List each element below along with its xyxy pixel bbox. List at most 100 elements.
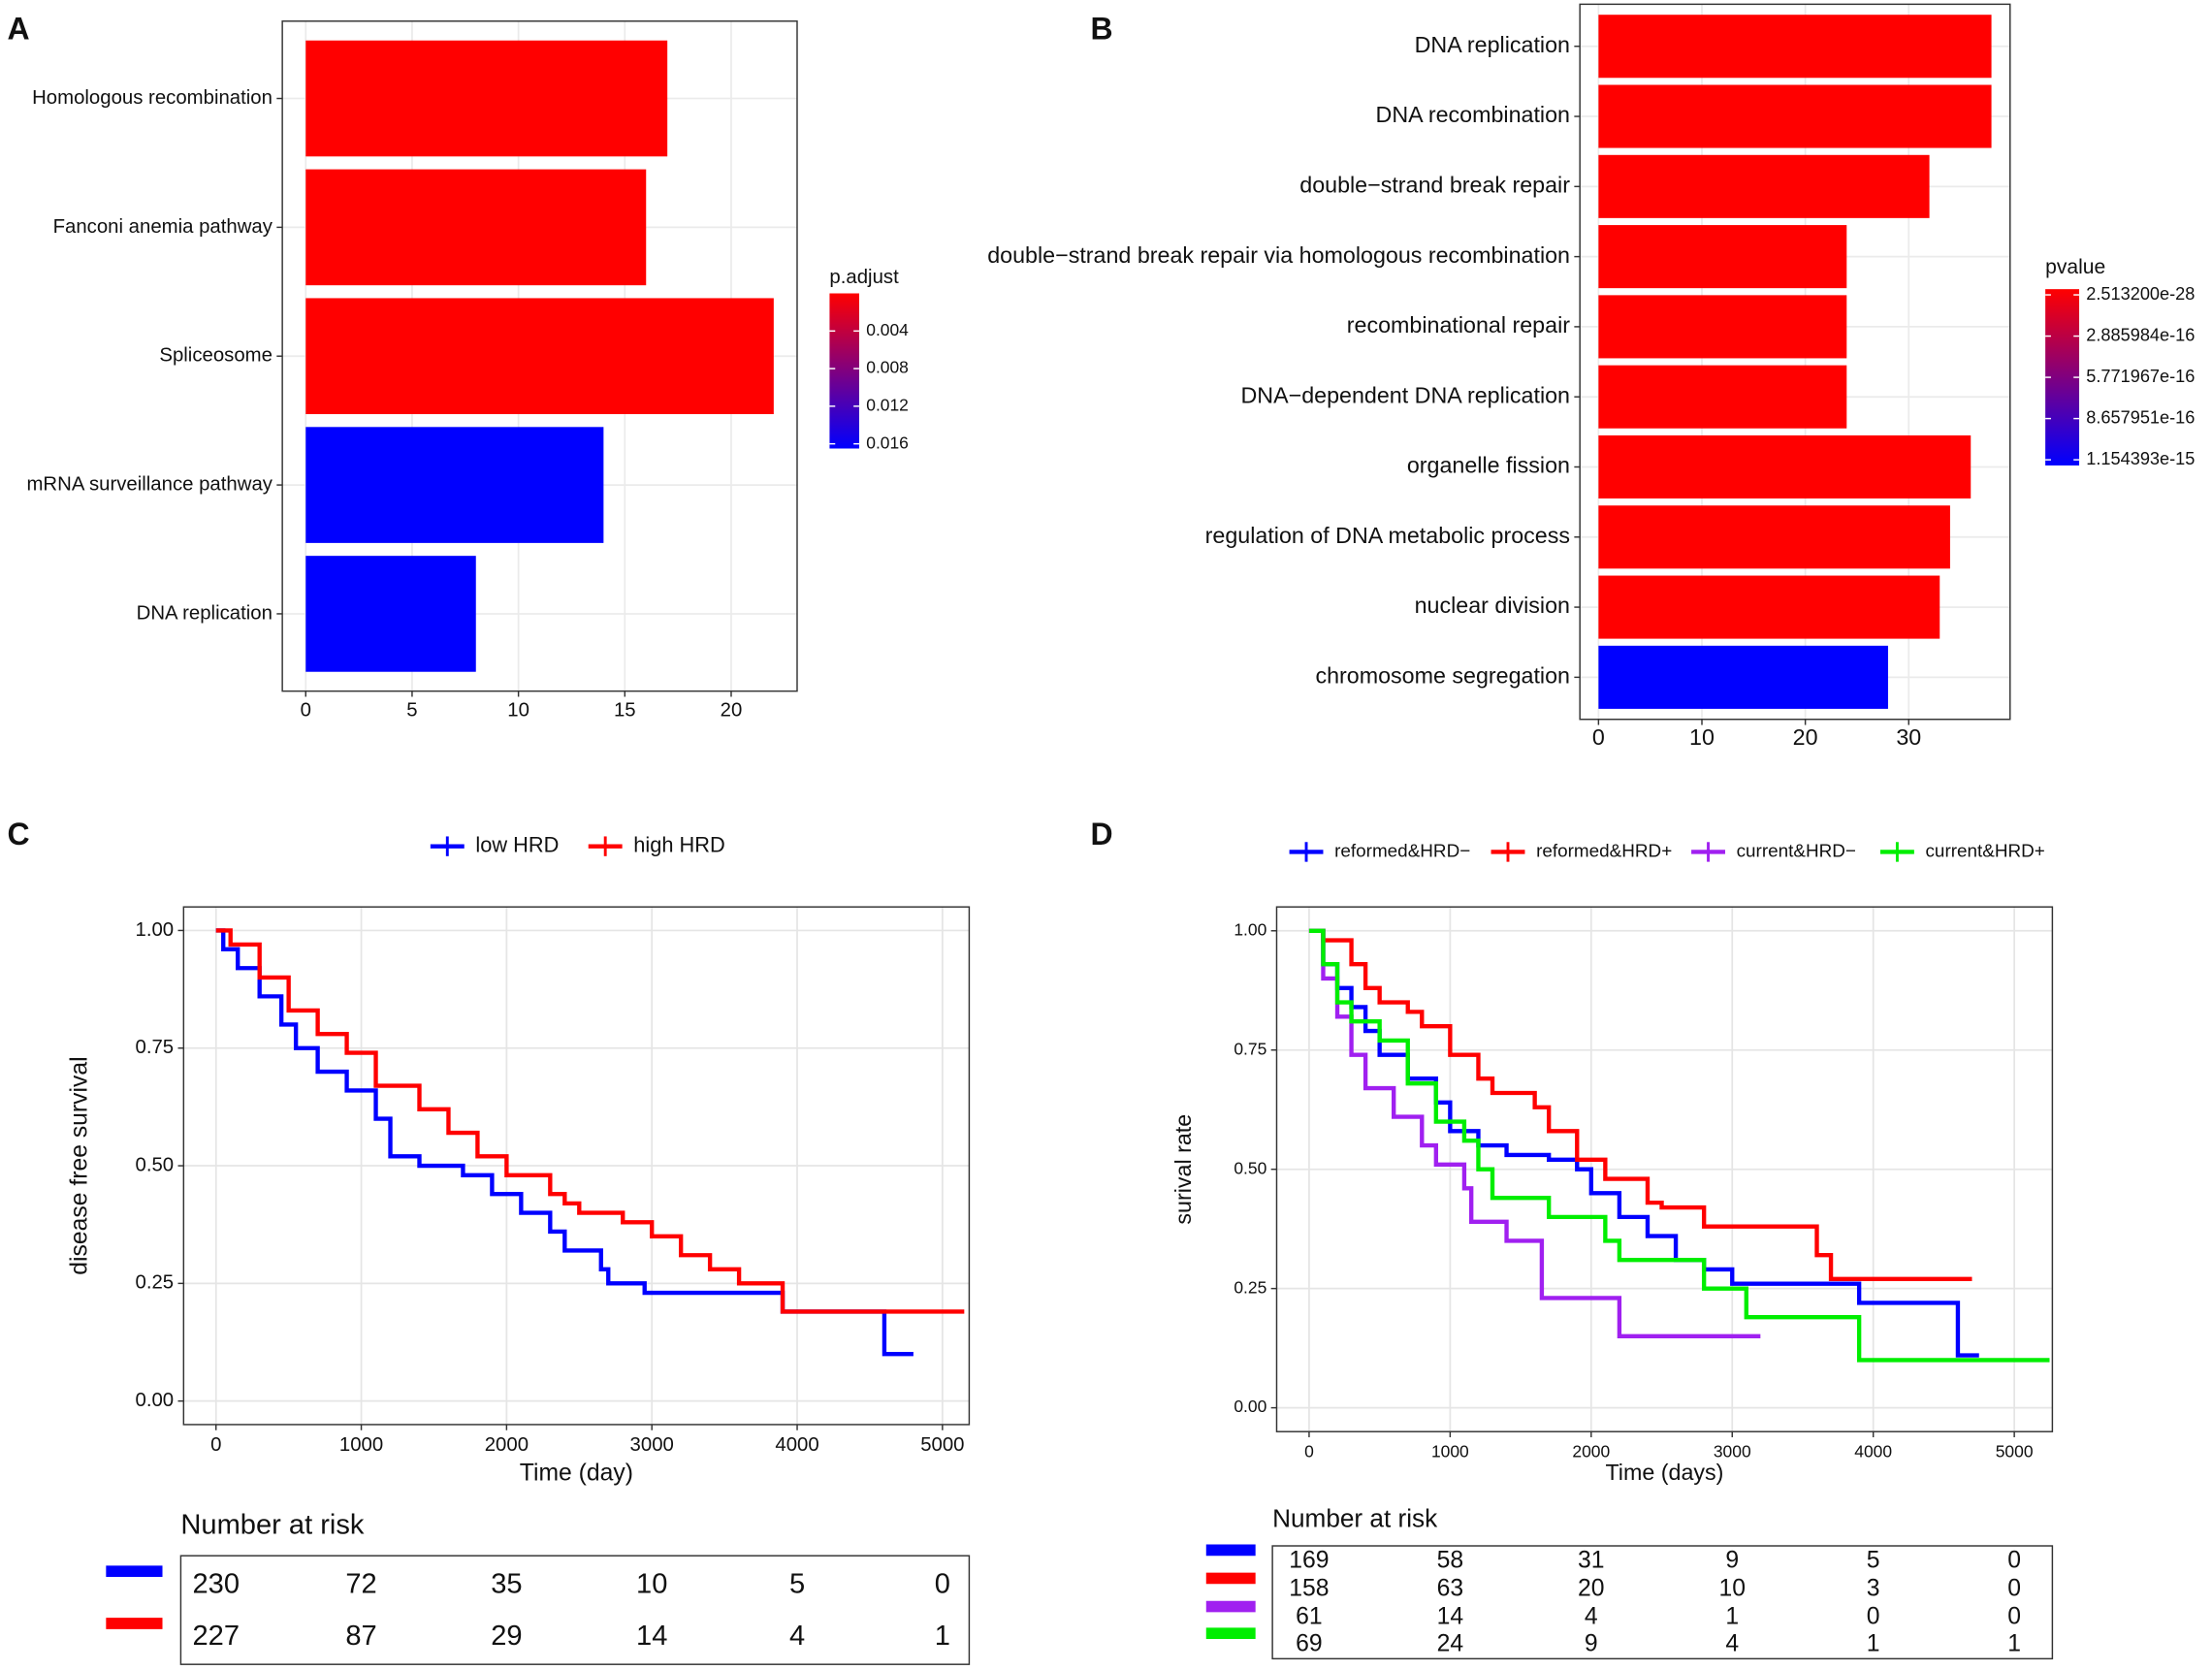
x-tick-label: 20 (721, 699, 743, 721)
bar (1598, 225, 1847, 289)
legend-label: low HRD (475, 832, 559, 856)
colorbar-tick-label: 2.885984e-16 (2086, 325, 2195, 344)
risk-count: 4 (1725, 1630, 1739, 1656)
risk-count: 63 (1437, 1576, 1463, 1602)
survival-curve (1308, 928, 1761, 1339)
x-tick-label: 1000 (339, 1434, 383, 1456)
y-tick-label: 1.00 (136, 919, 175, 941)
risk-count: 169 (1289, 1548, 1329, 1574)
y-tick-label: 0.25 (136, 1272, 175, 1294)
x-tick-label: 5000 (1996, 1442, 2034, 1461)
risk-table-box (179, 1555, 971, 1665)
risk-count: 0 (1867, 1604, 1880, 1630)
risk-count: 61 (1296, 1604, 1323, 1630)
risk-count: 58 (1437, 1548, 1463, 1574)
x-tick-label: 1000 (1431, 1442, 1469, 1461)
bar (1598, 434, 1972, 499)
x-tick-label: 3000 (1714, 1442, 1751, 1461)
y-tick-label: chromosome segregation (1315, 663, 1570, 689)
risk-count: 87 (345, 1621, 376, 1652)
risk-table-title: Number at risk (1272, 1504, 1438, 1533)
risk-count: 24 (1437, 1630, 1464, 1656)
bar (1598, 15, 1992, 79)
risk-count: 1 (1725, 1604, 1739, 1630)
survival-curve (1308, 928, 2050, 1363)
risk-count: 0 (2007, 1548, 2021, 1574)
risk-count: 3 (1867, 1576, 1880, 1602)
x-tick-label: 4000 (775, 1434, 818, 1456)
y-tick-label: Homologous recombination (32, 87, 272, 109)
y-tick-label: 0.50 (136, 1154, 175, 1175)
bar (305, 169, 647, 286)
y-tick-label: 0.50 (1234, 1158, 1266, 1177)
y-tick-label: organelle fission (1407, 453, 1570, 478)
risk-count: 5 (789, 1568, 805, 1599)
colorbar-tick-label: 5.771967e-16 (2086, 367, 2195, 386)
y-tick-label: DNA replication (1415, 32, 1570, 57)
x-tick-label: 4000 (1854, 1442, 1892, 1461)
risk-count: 4 (1585, 1604, 1598, 1630)
bar (1598, 645, 1888, 709)
y-tick-label: 0.00 (136, 1390, 175, 1411)
x-tick-label: 0 (1304, 1442, 1314, 1461)
x-tick-label: 10 (507, 699, 529, 721)
bar (1598, 575, 1940, 639)
y-tick-label: 0.25 (1234, 1277, 1266, 1297)
panel-label: D (1091, 817, 1113, 851)
x-tick-label: 10 (1689, 724, 1715, 750)
risk-count: 1 (1867, 1630, 1880, 1656)
x-tick-label: 5 (406, 699, 417, 721)
risk-count: 4 (789, 1621, 805, 1652)
risk-count: 20 (1578, 1576, 1604, 1602)
risk-count: 230 (192, 1568, 240, 1599)
risk-table-box (1271, 1545, 2054, 1660)
x-tick-label: 2000 (1572, 1442, 1610, 1461)
risk-count: 0 (2007, 1604, 2021, 1630)
survival-curve (215, 928, 965, 1314)
legend-label: current&HRD+ (1926, 841, 2045, 861)
risk-count: 10 (1719, 1576, 1747, 1602)
bar (305, 556, 476, 672)
risk-count: 35 (491, 1568, 522, 1599)
y-tick-label: nuclear division (1415, 593, 1570, 618)
bar (1598, 365, 1847, 429)
plot-border (1579, 3, 2011, 721)
x-tick-label: 0 (1592, 724, 1605, 750)
x-tick-label: 5000 (920, 1434, 964, 1456)
risk-count: 9 (1725, 1548, 1739, 1574)
survival-curve (1308, 928, 1972, 1281)
plot-border (281, 20, 798, 692)
legend-label: reformed&HRD− (1334, 841, 1470, 861)
risk-count: 158 (1289, 1576, 1329, 1602)
colorbar-tick-label: 0.012 (866, 395, 909, 414)
y-tick-label: mRNA surveillance pathway (26, 473, 272, 495)
y-tick-label: recombinational repair (1347, 312, 1570, 337)
colorbar-tick-label: 2.513200e-28 (2086, 284, 2195, 304)
bar (1598, 84, 1992, 148)
risk-count: 0 (2007, 1576, 2021, 1602)
risk-count: 1 (2007, 1630, 2021, 1656)
bar (1598, 154, 1930, 218)
legend-label: current&HRD− (1737, 841, 1856, 861)
risk-count: 227 (192, 1621, 240, 1652)
panel-label: B (1091, 11, 1113, 46)
risk-count: 29 (491, 1621, 522, 1652)
bar (305, 427, 604, 543)
colorbar (829, 293, 859, 449)
x-axis-label: Time (days) (1605, 1460, 1723, 1485)
survival-curve (215, 928, 914, 1357)
colorbar-tick-label: 0.004 (866, 320, 909, 339)
colorbar-tick-label: 0.008 (866, 358, 909, 377)
y-tick-label: DNA−dependent DNA replication (1240, 382, 1570, 407)
colorbar-title: pvalue (2045, 256, 2105, 278)
panel-label: C (8, 817, 30, 851)
risk-count: 5 (1867, 1548, 1880, 1574)
risk-count: 0 (935, 1568, 950, 1599)
risk-count: 72 (345, 1568, 376, 1599)
x-tick-label: 15 (614, 699, 636, 721)
legend-label: reformed&HRD+ (1536, 841, 1672, 861)
y-tick-label: regulation of DNA metabolic process (1205, 523, 1570, 548)
y-tick-label: Fanconi anemia pathway (53, 216, 273, 238)
colorbar-title: p.adjust (829, 267, 899, 288)
